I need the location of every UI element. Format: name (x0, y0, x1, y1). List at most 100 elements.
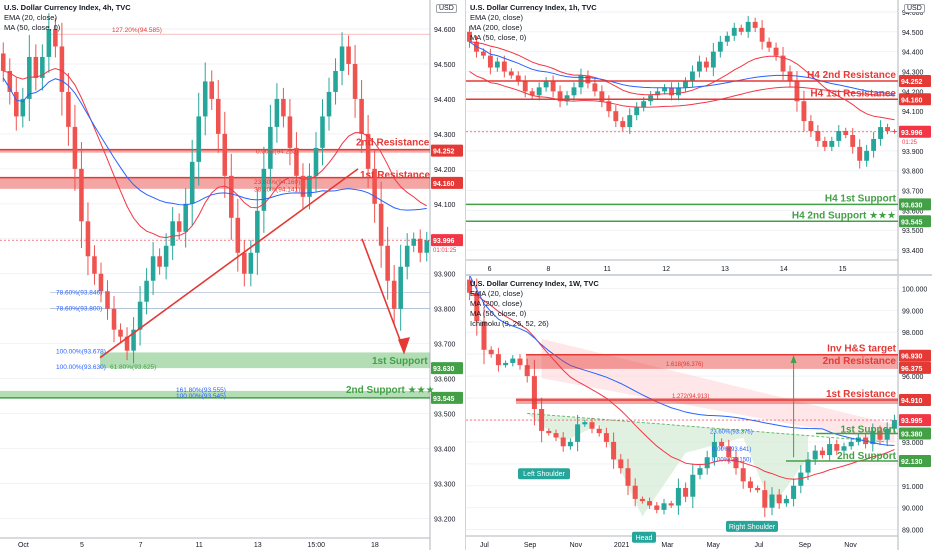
candle-body (639, 498, 645, 502)
legend-ma200: MA (200, close) (470, 23, 523, 32)
candle-body (599, 91, 605, 102)
chart-panel-1h[interactable]: U.S. Dollar Currency Index, 1h, TVC EMA … (466, 0, 932, 274)
candle-body (878, 127, 884, 139)
candle-body (747, 481, 753, 488)
candle-body (834, 444, 840, 451)
countdown: 01:25 (902, 140, 918, 146)
candle-body (378, 203, 384, 246)
plot-1h[interactable]: 93.40093.50093.60093.70093.80093.90094.0… (466, 0, 932, 274)
candle-body (313, 147, 319, 176)
chart-panel-1w[interactable]: U.S. Dollar Currency Index, 1W, TVC EMA … (466, 276, 932, 550)
candle-body (885, 127, 890, 132)
candle-body (0, 53, 6, 71)
candle-body (222, 133, 228, 176)
candle-body (111, 308, 117, 330)
candle-body (359, 98, 364, 134)
candle-body (719, 441, 725, 447)
candle-body (66, 91, 71, 127)
candle-body (571, 87, 577, 96)
candle-body (755, 487, 761, 491)
candle-body (710, 51, 716, 68)
candle-body (794, 81, 800, 102)
legend-ma50: MA (50, close, 0) (470, 33, 527, 42)
y-tick-label: 93.300 (434, 482, 456, 489)
candle-body (480, 51, 486, 56)
candle-body (539, 409, 545, 431)
tag-support-2-bg (899, 454, 931, 467)
candle-body (864, 150, 870, 161)
candle-body (697, 468, 703, 475)
candle-body (398, 266, 403, 309)
candle-body (27, 56, 32, 99)
support-1-zone (100, 352, 430, 369)
plot-1w[interactable]: 89.00090.00091.00092.00093.00094.00095.0… (466, 276, 932, 550)
tag-support-2-bg (431, 391, 463, 404)
candle-body (557, 91, 563, 102)
ema-20-line (3, 67, 427, 239)
tag-current-price: 93.996 (433, 238, 455, 245)
candle-body (137, 301, 143, 330)
resistance-2-zone (0, 149, 430, 153)
forecast-arrow-head (398, 337, 410, 355)
target-arrow-head (790, 355, 797, 363)
tag-target-bg (899, 349, 931, 362)
fib-0b-label: 0.00%(93.150) (712, 458, 751, 464)
candle-body (503, 362, 509, 366)
candle-body (815, 131, 821, 141)
tag-resistance-1: 94.160 (901, 97, 923, 104)
y-tick-label: 91.000 (902, 484, 924, 491)
candle-body (268, 126, 273, 169)
x-tick-label: 8 (546, 266, 550, 273)
y-tick-label: 93.900 (902, 149, 924, 156)
chart-title-1w: U.S. Dollar Currency Index, 1W, TVC (470, 279, 599, 288)
y-tick-label: 94.600 (434, 27, 456, 34)
y-tick-label: 94.300 (434, 132, 456, 139)
candle-body (752, 21, 758, 28)
x-tick-label: 13 (254, 542, 262, 549)
candle-body (33, 56, 39, 78)
x-tick-label: May (707, 542, 721, 549)
x-tick-label: Mar (661, 542, 674, 549)
candle-body (553, 433, 559, 438)
candle-body (261, 168, 267, 211)
currency-badge[interactable]: USD (904, 4, 925, 13)
currency-badge[interactable]: USD (436, 4, 457, 13)
candle-body (589, 422, 595, 429)
candle-body (124, 336, 130, 351)
h4-resistance-2-label: H4 2nd Resistance (807, 70, 896, 81)
candle-body (812, 450, 818, 460)
fib-1272-label: 1.272(94.913) (672, 394, 709, 400)
candle-body (170, 221, 175, 246)
fib-236-label: 23.60%(94.160) (254, 179, 300, 186)
tag-support-2: 93.545 (433, 396, 455, 403)
y-tick-label: 94.400 (434, 97, 456, 104)
chart-title-4h: U.S. Dollar Currency Index, 4h, TVC (4, 3, 131, 12)
y-tick-label: 93.600 (902, 208, 924, 215)
y-tick-label: 99.000 (902, 308, 924, 315)
tag-support-1-bg (899, 198, 931, 211)
candle-body (726, 446, 732, 458)
candle-body (40, 56, 45, 78)
candle-body (7, 70, 13, 92)
plot-4h[interactable]: 93.200 93.300 93.400 93.500 93.600 93.700 93.8… (0, 0, 465, 550)
y-tick-label: 98.000 (902, 330, 924, 337)
candle-body (683, 487, 689, 497)
candle-body (611, 441, 617, 460)
chart-panel-4h[interactable]: U.S. Dollar Currency Index, 4h, TVC EMA … (0, 0, 465, 550)
y-tick-label: 90.000 (902, 506, 924, 513)
candle-body (655, 91, 661, 96)
candle-body (365, 133, 371, 169)
x-tick-label: Nov (844, 542, 857, 549)
ma-200-line (469, 71, 895, 108)
tag-support-1: 93.630 (433, 366, 455, 373)
resistance-1-label: 1st Resistance (360, 170, 430, 181)
legend-ma200: MA (200, close) (470, 299, 523, 308)
candle-body (248, 252, 254, 274)
candle-body (59, 46, 65, 92)
candle-body (836, 131, 842, 141)
candle-body (625, 468, 631, 486)
candle-body (150, 256, 156, 281)
legend-ema: EMA (20, close) (470, 13, 523, 22)
x-tick-label: Oct (18, 542, 29, 549)
candle-body (669, 87, 674, 96)
